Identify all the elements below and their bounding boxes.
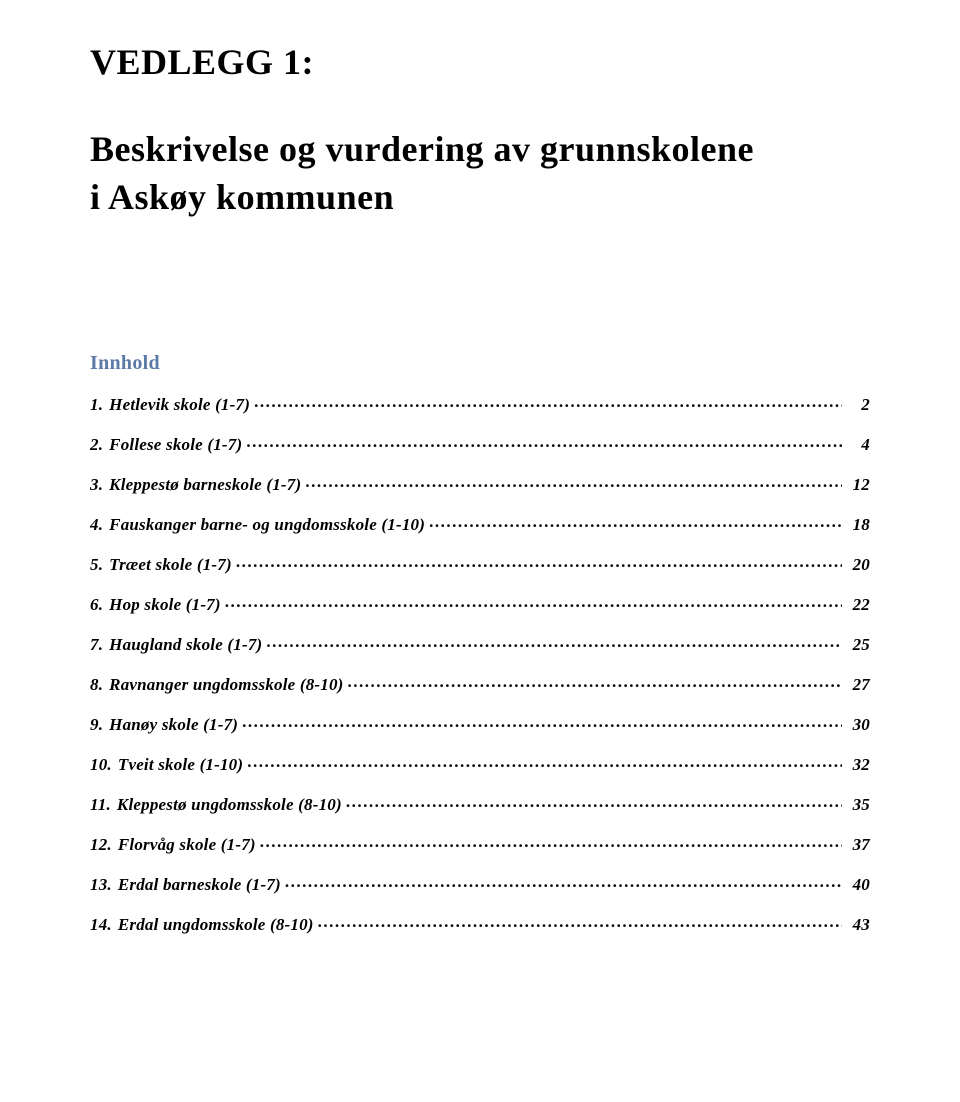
toc-entry-number: 2.	[90, 436, 109, 453]
toc-entry-text: Ravnanger ungdomsskole (8-10)	[109, 676, 343, 693]
toc-entry-page: 27	[846, 676, 870, 693]
toc-leader-dots	[236, 553, 842, 570]
toc-entry-page: 4	[846, 436, 870, 453]
toc-entry: 7.Haugland skole (1-7) 25	[90, 633, 870, 653]
toc-entry-page: 40	[846, 876, 870, 893]
toc-entry-text: Florvåg skole (1-7)	[118, 836, 256, 853]
toc-entry-number: 6.	[90, 596, 109, 613]
toc-entry: 9.Hanøy skole (1-7) 30	[90, 713, 870, 733]
toc-leader-dots	[348, 673, 842, 690]
toc-entry-number: 14.	[90, 916, 118, 933]
toc-entry: 11.Kleppestø ungdomsskole (8-10) 35	[90, 793, 870, 813]
toc-entry: 10.Tveit skole (1-10) 32	[90, 753, 870, 773]
toc-entry-page: 20	[846, 556, 870, 573]
toc-leader-dots	[225, 593, 842, 610]
toc-leader-dots	[242, 713, 842, 730]
toc-entry: 5.Træet skole (1-7) 20	[90, 553, 870, 573]
toc-entry-text: Follese skole (1-7)	[109, 436, 242, 453]
toc-entry-number: 13.	[90, 876, 118, 893]
toc-leader-dots	[346, 793, 842, 810]
toc-leader-dots	[318, 913, 842, 930]
toc-entry-page: 25	[846, 636, 870, 653]
toc-entry-text: Kleppestø ungdomsskole (8-10)	[117, 796, 342, 813]
title-line-2: Beskrivelse og vurdering av grunnskolene	[90, 125, 870, 174]
toc-entry-text: Haugland skole (1-7)	[109, 636, 262, 653]
toc-leader-dots	[246, 433, 842, 450]
toc-entry-text: Fauskanger barne- og ungdomsskole (1-10)	[109, 516, 425, 533]
document-title-block: VEDLEGG 1: Beskrivelse og vurdering av g…	[90, 38, 870, 222]
toc-entry-page: 2	[846, 396, 870, 413]
toc-entry-page: 32	[846, 756, 870, 773]
toc-entry: 1.Hetlevik skole (1-7) 2	[90, 393, 870, 413]
toc-entry-text: Kleppestø barneskole (1-7)	[109, 476, 301, 493]
toc-entry: 6.Hop skole (1-7) 22	[90, 593, 870, 613]
toc-entry: 3.Kleppestø barneskole (1-7) 12	[90, 473, 870, 493]
toc-entry-number: 10.	[90, 756, 118, 773]
toc-entry-text: Hetlevik skole (1-7)	[109, 396, 250, 413]
toc-entry-text: Hanøy skole (1-7)	[109, 716, 238, 733]
toc-entry-text: Hop skole (1-7)	[109, 596, 221, 613]
toc-entry-text: Erdal barneskole (1-7)	[118, 876, 281, 893]
title-line-1: VEDLEGG 1:	[90, 38, 870, 87]
toc-entry-page: 37	[846, 836, 870, 853]
toc-entry-text: Erdal ungdomsskole (8-10)	[118, 916, 314, 933]
toc-entry-page: 12	[846, 476, 870, 493]
toc-entry-number: 8.	[90, 676, 109, 693]
toc-entry-page: 35	[846, 796, 870, 813]
toc-entry-page: 43	[846, 916, 870, 933]
toc-entry-text: Træet skole (1-7)	[109, 556, 232, 573]
toc-leader-dots	[285, 873, 842, 890]
toc-leader-dots	[429, 513, 842, 530]
toc-leader-dots	[254, 393, 842, 410]
toc-entry-number: 9.	[90, 716, 109, 733]
toc-entry-page: 30	[846, 716, 870, 733]
toc-leader-dots	[266, 633, 842, 650]
toc-entry: 14.Erdal ungdomsskole (8-10) 43	[90, 913, 870, 933]
title-line-3: i Askøy kommunen	[90, 173, 870, 222]
toc-leader-dots	[247, 753, 842, 770]
toc-entry-number: 5.	[90, 556, 109, 573]
toc-entry-page: 18	[846, 516, 870, 533]
toc-entry: 8.Ravnanger ungdomsskole (8-10) 27	[90, 673, 870, 693]
toc-entry-page: 22	[846, 596, 870, 613]
toc-leader-dots	[305, 473, 842, 490]
toc-entry: 12.Florvåg skole (1-7) 37	[90, 833, 870, 853]
toc-entry-number: 4.	[90, 516, 109, 533]
toc-entry-number: 3.	[90, 476, 109, 493]
table-of-contents: 1.Hetlevik skole (1-7) 2 2.Follese skole (…	[90, 393, 870, 933]
toc-entry: 4.Fauskanger barne- og ungdomsskole (1-1…	[90, 513, 870, 533]
toc-heading: Innhold	[90, 352, 870, 375]
toc-entry: 13.Erdal barneskole (1-7) 40	[90, 873, 870, 893]
toc-entry-number: 11.	[90, 796, 117, 813]
toc-entry: 2.Follese skole (1-7) 4	[90, 433, 870, 453]
toc-entry-text: Tveit skole (1-10)	[118, 756, 243, 773]
toc-entry-number: 12.	[90, 836, 118, 853]
toc-leader-dots	[260, 833, 842, 850]
toc-entry-number: 7.	[90, 636, 109, 653]
toc-entry-number: 1.	[90, 396, 109, 413]
